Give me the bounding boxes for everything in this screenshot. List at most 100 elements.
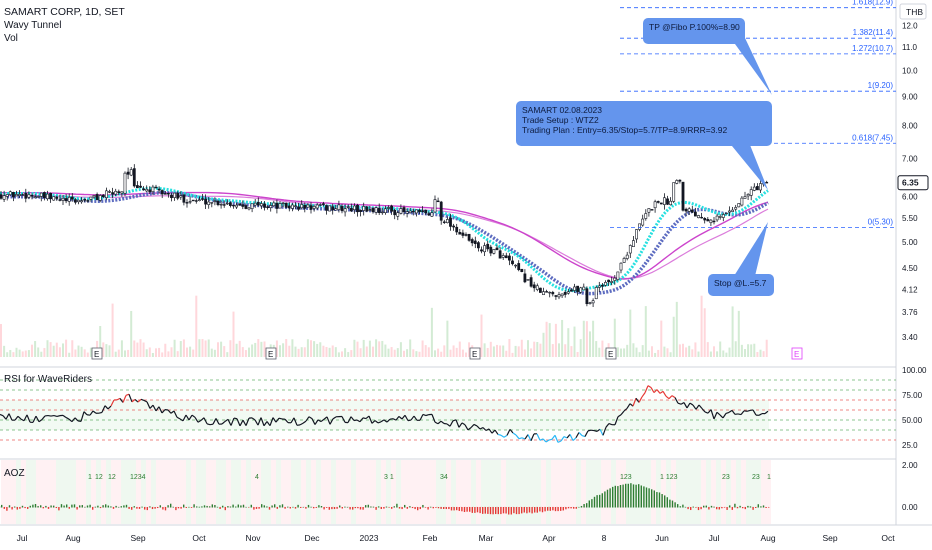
- volume-bar: [89, 347, 92, 357]
- aoz-bar: [274, 504, 276, 508]
- rsi-segment: [332, 416, 337, 420]
- aoz-bg: [561, 460, 566, 524]
- volume-bar: [756, 352, 759, 357]
- rsi-segment: [413, 415, 418, 421]
- aoz-bar: [125, 504, 128, 508]
- rsi-segment: [188, 414, 193, 421]
- rsi-segment: [158, 406, 163, 414]
- volume-bar: [604, 349, 607, 357]
- aoz-bar: [297, 504, 299, 508]
- aoz-bar: [614, 485, 616, 508]
- aoz-bg: [261, 460, 266, 524]
- aoz-bar: [8, 505, 11, 508]
- candle-body: [421, 210, 425, 212]
- aoz-bar: [513, 507, 515, 514]
- candle-body: [604, 282, 607, 286]
- volume-bar: [737, 310, 740, 357]
- candle-body: [535, 285, 539, 290]
- aoz-bar: [580, 505, 583, 508]
- volume-bar: [722, 350, 725, 357]
- volume-bar: [21, 351, 24, 357]
- aoz-bar: [318, 505, 320, 508]
- aoz-bar: [684, 506, 687, 508]
- stop-callout-box: [708, 274, 774, 296]
- volume-bar: [155, 348, 157, 357]
- aoz-bg: [756, 460, 761, 524]
- aoz-bar: [625, 483, 627, 508]
- volume-bar: [356, 341, 359, 357]
- volume-bar: [37, 347, 40, 357]
- candle-body: [309, 205, 313, 210]
- aoz-bar: [284, 507, 286, 509]
- aoz-annotation: 1234: [130, 474, 146, 481]
- aoz-bg: [706, 460, 711, 524]
- fib-label: 1.272(10.7): [852, 44, 893, 53]
- aoz-annotation: 4: [255, 474, 259, 481]
- candle-body: [542, 291, 545, 296]
- rsi-segment: [764, 410, 769, 415]
- rsi-segment: [758, 413, 763, 416]
- aoz-bg: [466, 460, 471, 524]
- aoz-bg: [496, 460, 501, 524]
- aoz-bar: [66, 504, 68, 508]
- rsi-segment: [677, 402, 682, 405]
- rsi-segment: [467, 427, 472, 431]
- rsi-segment: [14, 415, 19, 421]
- aoz-bar: [263, 505, 265, 508]
- volume-bar: [564, 344, 567, 357]
- aoz-bg: [606, 460, 611, 524]
- volume-bar: [688, 345, 691, 357]
- candle-body: [520, 268, 524, 272]
- volume-bar: [427, 347, 430, 357]
- aoz-bg: [596, 460, 601, 524]
- aoz-bg: [441, 460, 446, 524]
- aoz-bg: [536, 460, 541, 524]
- candle-body: [449, 217, 452, 227]
- rsi-segment: [503, 434, 508, 438]
- volume-bar: [74, 349, 77, 357]
- price-axis-tick: 3.40: [902, 333, 918, 342]
- candle-body: [563, 292, 567, 295]
- rsi-segment: [689, 402, 694, 406]
- volume-bar: [260, 341, 263, 357]
- aoz-bg: [196, 460, 201, 524]
- volume-bar: [40, 351, 43, 357]
- rsi-segment: [383, 419, 388, 423]
- volume-bar: [418, 351, 421, 357]
- volume-bar: [0, 324, 2, 357]
- aoz-bg: [106, 460, 111, 524]
- volume-bar: [52, 345, 55, 357]
- rsi-segment: [686, 402, 691, 409]
- rsi-segment: [440, 420, 445, 424]
- candle-body: [461, 232, 465, 236]
- candle-body: [238, 203, 242, 206]
- earnings-marker: [605, 347, 617, 360]
- rsi-segment: [635, 397, 640, 403]
- aoz-bg: [651, 460, 656, 524]
- candle-body: [585, 288, 589, 305]
- volume-bar: [486, 347, 489, 357]
- rsi-segment: [65, 416, 70, 420]
- volume-bar: [579, 339, 582, 357]
- aoz-bg: [46, 460, 51, 524]
- aoz-bar: [479, 507, 481, 514]
- aoz-bar: [55, 507, 57, 509]
- candle-body: [253, 202, 257, 206]
- time-axis-tick: Jun: [655, 533, 669, 543]
- aoz-bar: [539, 507, 541, 512]
- volume-bar: [99, 326, 102, 357]
- rsi-segment: [695, 404, 700, 410]
- volume-bar: [632, 343, 635, 357]
- rsi-segment: [452, 419, 457, 422]
- aoz-bar: [526, 507, 528, 514]
- volume-bar: [452, 345, 455, 357]
- volume-bar: [536, 342, 539, 357]
- candle-body: [12, 192, 15, 198]
- candle-body: [755, 186, 759, 191]
- volume-bar: [694, 342, 697, 357]
- volume-bar: [9, 349, 12, 357]
- aoz-bar: [398, 507, 401, 509]
- candle-body: [548, 291, 552, 294]
- price-axis-tick: 12.0: [902, 22, 918, 31]
